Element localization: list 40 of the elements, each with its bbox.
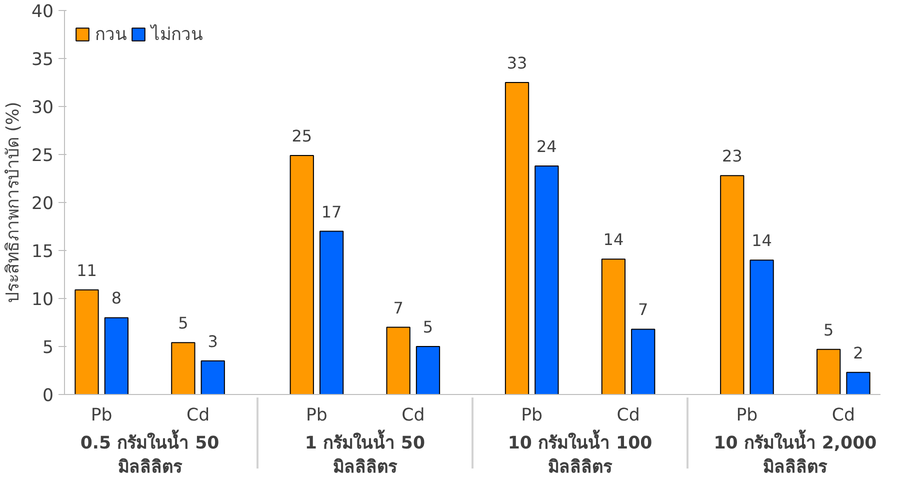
text: 0.5 กรัมในน้ำ 50 มิลลิลิตร bbox=[80, 430, 220, 478]
data-label: 14 bbox=[603, 230, 624, 250]
data-label: 5 bbox=[178, 314, 188, 333]
data-label: 8 bbox=[111, 288, 122, 308]
text: 10 กรัมในน้ำ 100 มิลลิลิตร bbox=[508, 430, 652, 478]
x-tick-label: Pb bbox=[521, 406, 543, 426]
y-tick-label: 40 bbox=[31, 2, 54, 22]
text: 1 กรัมในน้ำ 50 มิลลิลิตร bbox=[304, 430, 426, 478]
data-label: 11 bbox=[76, 260, 97, 280]
y-tick-label: 15 bbox=[31, 242, 54, 262]
data-label: 5 bbox=[422, 318, 434, 336]
y-tick-label: 5 bbox=[42, 338, 54, 358]
x-tick-label: Cd bbox=[832, 406, 855, 426]
x-tick-label: Cd bbox=[616, 406, 640, 426]
legend-label: กวน bbox=[95, 24, 127, 47]
data-label: 3 bbox=[208, 332, 218, 351]
data-label: 7 bbox=[638, 300, 648, 320]
data-label: 33 bbox=[506, 54, 528, 72]
y-tick-label: 25 bbox=[31, 146, 54, 166]
data-label: 5 bbox=[823, 320, 834, 340]
x-tick-label: Cd bbox=[402, 406, 425, 426]
y-tick-label: 35 bbox=[31, 50, 54, 70]
x-tick-label: Pb bbox=[90, 406, 112, 426]
data-label: 17 bbox=[321, 202, 342, 222]
text: 10 กรัมในน้ำ 2,000 มิลลิลิตร bbox=[714, 430, 877, 478]
y-tick-label: 0 bbox=[42, 386, 54, 406]
y-axis-title: ประสิทธิภาพการบำบัด (%) bbox=[3, 102, 24, 304]
data-label: 2 bbox=[853, 343, 864, 362]
x-tick-label: Pb bbox=[736, 406, 758, 426]
data-label: 23 bbox=[722, 146, 742, 166]
data-label: 7 bbox=[393, 298, 404, 318]
y-tick-label: 10 bbox=[31, 290, 54, 310]
data-label: 24 bbox=[536, 137, 557, 156]
y-tick-label: 20 bbox=[31, 194, 54, 214]
y-tick-label: 30 bbox=[31, 98, 54, 118]
data-label: 25 bbox=[292, 126, 312, 146]
legend-label: ไม่กวน bbox=[151, 23, 203, 47]
x-tick-label: Cd bbox=[186, 406, 210, 426]
x-tick-label: Pb bbox=[306, 406, 328, 426]
data-label: 14 bbox=[752, 231, 772, 250]
